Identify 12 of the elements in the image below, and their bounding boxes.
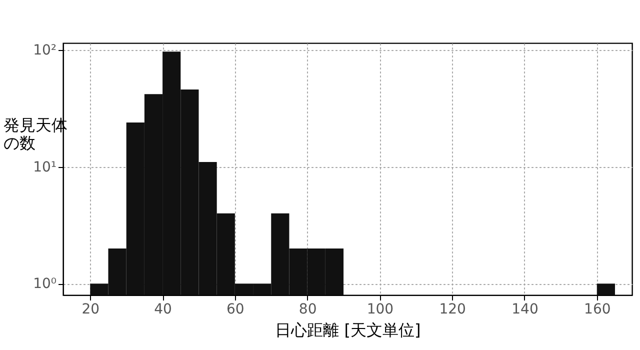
x-tick-label: 40 xyxy=(154,302,172,318)
x-tick-label: 80 xyxy=(298,302,317,318)
y-tick-label: 10² xyxy=(33,42,56,59)
x-tick-label: 20 xyxy=(82,302,100,318)
y-tick-label: 10⁰ xyxy=(33,276,57,292)
x-tick-label: 120 xyxy=(439,302,466,318)
y-tick-label: 10¹ xyxy=(33,159,56,176)
x-axis-title: 日心距離 [天文単位] xyxy=(275,320,421,340)
x-tick-label: 100 xyxy=(366,302,394,318)
x-tick-label: 140 xyxy=(512,302,538,318)
x-tick-label: 160 xyxy=(584,302,611,318)
x-tick-label: 60 xyxy=(226,302,244,318)
